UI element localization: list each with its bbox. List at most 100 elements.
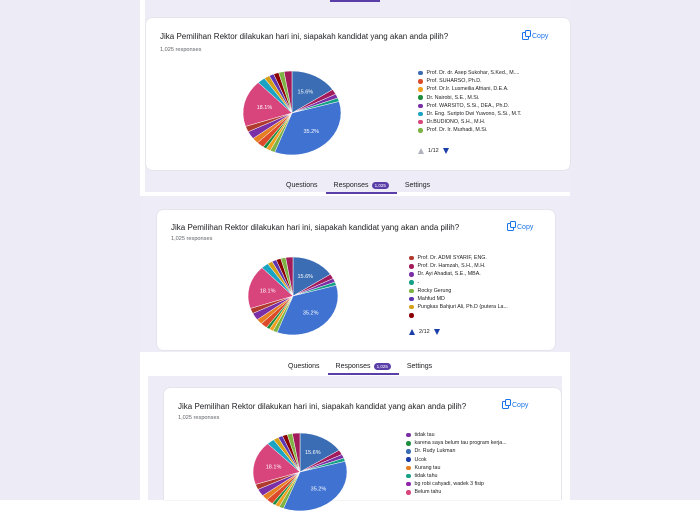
legend-swatch — [406, 449, 411, 454]
legend-item: karena saya belum tau program kerja... — [406, 439, 507, 447]
legend-label: bg robi cahyadi, wadek 3 fisip — [414, 481, 485, 488]
legend-item: Belum tahu — [406, 488, 507, 496]
legend-label: Rocky Gerung — [417, 287, 452, 294]
legend-pager: 1/12 — [418, 148, 449, 154]
right-background — [570, 0, 700, 500]
legend-item: Prof. Dr. dr. Asep Sukohar, S.Ked., M...… — [418, 69, 522, 77]
tab-settings-label: Settings — [406, 363, 433, 370]
legend-item: Prof. Dr. ADMI SYARIF, ENG. — [409, 254, 508, 262]
legend-swatch — [406, 457, 411, 462]
legend-swatch — [409, 264, 414, 269]
copy-label: Copy — [532, 32, 549, 40]
next-page-icon[interactable] — [433, 329, 440, 335]
legend-swatch — [418, 128, 423, 133]
chart-legend: Prof. Dr. ADMI SYARIF, ENG. Prof. Dr. Ham… — [409, 254, 508, 320]
legend-item: Prof. WARSITO, S.Si., DEA., Ph.D. — [418, 102, 522, 110]
tab-questions-label: Questions — [286, 182, 318, 189]
legend-item: Dr.BUDIONO, S.H., M.H. — [418, 118, 522, 126]
legend-swatch — [409, 288, 414, 294]
legend-swatch — [418, 95, 423, 100]
legend-label: Pungkas Bahjuri Ali, Ph.D (putera La... — [417, 304, 508, 311]
question-card-3: Jika Pemilihan Rektor dilakukan hari ini… — [164, 388, 561, 512]
previous-page-icon[interactable] — [418, 148, 424, 154]
legend-item: Dr. Ayi Ahadiat, S.E., MBA. — [409, 270, 508, 278]
legend-label: - — [417, 279, 420, 286]
tab-responses[interactable]: Responses 1,025 — [325, 182, 398, 194]
pie-percent-label: 15.6% — [305, 450, 321, 456]
legend-swatch — [418, 103, 423, 109]
copy-button[interactable]: Copy — [522, 30, 549, 40]
pie-percent-label: 15.6% — [298, 90, 314, 96]
previous-page-icon[interactable] — [409, 329, 415, 335]
copy-icon — [522, 30, 531, 40]
question-card-1: Jika Pemilihan Rektor dilakukan hari ini… — [146, 18, 570, 170]
pie-percent-label: 15.6% — [297, 274, 313, 280]
legend-item: Prof. Dr. Hamzah, S.H., M.H. — [409, 262, 508, 270]
tab-questions[interactable]: Questions — [280, 363, 328, 370]
pie-slice — [252, 443, 301, 485]
copy-button[interactable]: Copy — [502, 399, 528, 409]
question-title: Jika Pemilihan Rektor dilakukan hari ini… — [178, 402, 467, 411]
legend-label: Ucok — [414, 456, 427, 463]
copy-icon — [507, 221, 516, 231]
legend-swatch — [409, 313, 414, 318]
legend-label: Dr. Nairobi, S.E., M.Si. — [426, 94, 480, 101]
legend-label: Dr.BUDIONO, S.H., M.H. — [426, 119, 486, 126]
next-page-icon[interactable] — [442, 148, 449, 154]
tab-responses-label: Responses — [335, 363, 371, 370]
legend-label: Prof. Dr. ADMI SYARIF, ENG. — [417, 255, 487, 262]
legend-label: karena saya belum tau program kerja... — [414, 440, 507, 447]
legend-swatch — [418, 119, 423, 125]
legend-label: Dr. Ayi Ahadiat, S.E., MBA. — [417, 271, 481, 278]
legend-label: Prof. WARSITO, S.Si., DEA., Ph.D. — [426, 102, 510, 109]
legend-label: Mahfud MD — [417, 296, 445, 303]
pie-percent-label: 18.1% — [257, 105, 273, 111]
legend-swatch — [406, 441, 411, 446]
legend-item — [409, 311, 508, 319]
pie-slice — [299, 432, 340, 473]
legend-swatch — [406, 465, 411, 471]
legend-swatch — [418, 111, 423, 117]
chart-legend: tidak tau karena saya belum tau program k… — [406, 431, 507, 497]
copy-button[interactable]: Copy — [507, 221, 533, 231]
legend-item: - — [409, 279, 508, 287]
pie-percent-label: 18.1% — [260, 289, 276, 295]
legend-label: Belum tahu — [414, 489, 442, 496]
tabs-bar-1: Questions Responses 1,025 Settings — [278, 182, 438, 194]
legend-label: Prof. SUHARSO, Ph.D. — [426, 78, 482, 85]
legend-swatch — [406, 481, 411, 487]
legend-item: Prof. Dr.Ir. Lusmeilia Afriani, D.E.A. — [418, 85, 522, 93]
legend-label: Kurang tau — [414, 464, 441, 471]
pager-text: 2/12 — [419, 329, 430, 335]
legend-swatch — [418, 79, 423, 84]
legend-item: Ucok — [406, 456, 507, 464]
pie-chart: 15.6% 35.2% 18.1% — [242, 70, 342, 156]
pie-slice — [247, 267, 294, 309]
legend-label: Prof. Dr. dr. Asep Sukohar, S.Ked., M...… — [426, 70, 520, 77]
pie-slice — [242, 82, 293, 127]
pie-chart: 15.6% 35.2% 18.1% — [252, 432, 348, 512]
legend-item: Prof. Dr. Ir. Murhadi, M.Si. — [418, 126, 522, 134]
question-card-2: Jika Pemilihan Rektor dilakukan hari ini… — [157, 210, 555, 350]
tab-questions-label: Questions — [288, 363, 320, 370]
tabs-bar-2: Questions Responses 1,025 Settings — [280, 363, 440, 375]
legend-swatch — [418, 87, 423, 92]
pie-slice — [283, 70, 293, 114]
pie-percent-label: 18.1% — [266, 465, 282, 471]
legend-item: tidak tau — [406, 431, 507, 439]
tab-questions[interactable]: Questions — [278, 182, 326, 189]
left-background — [0, 0, 140, 500]
legend-item: Kurang tau — [406, 464, 507, 472]
tab-responses[interactable]: Responses 1,025 — [327, 363, 400, 375]
responses-count: 1,025 responses — [178, 415, 220, 421]
legend-item: Rocky Gerung — [409, 287, 508, 295]
tab-settings[interactable]: Settings — [397, 182, 438, 189]
top-tab-indicator — [330, 0, 380, 2]
legend-label: Dr. Eng. Suripto Dwi Yuwono, S.Si., M.T. — [426, 111, 522, 118]
chart-legend: Prof. Dr. dr. Asep Sukohar, S.Ked., M...… — [418, 69, 522, 135]
legend-item: tidak tahu — [406, 472, 507, 480]
tab-settings[interactable]: Settings — [399, 363, 440, 370]
legend-item: Mahfud MD — [409, 295, 508, 303]
tab-settings-label: Settings — [404, 182, 431, 189]
legend-swatch — [406, 473, 411, 479]
